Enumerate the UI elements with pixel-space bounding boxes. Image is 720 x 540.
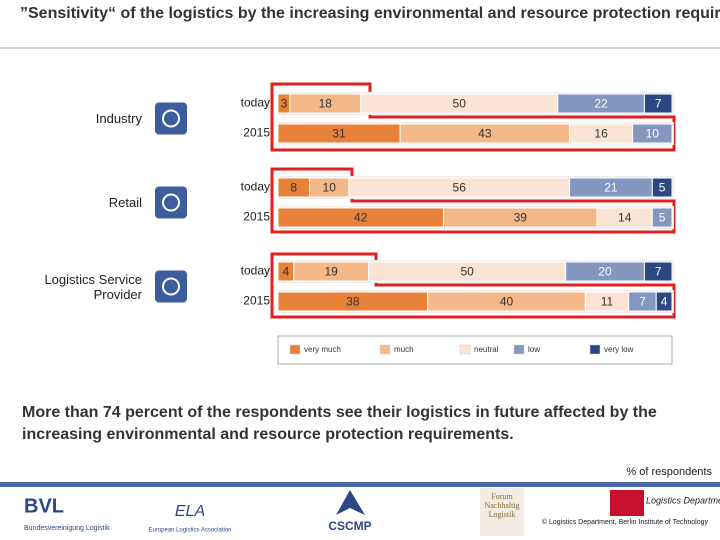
chart-title: ”Sensitivity“ of the logistics by the in… <box>20 5 720 22</box>
title-text: ”Sensitivity“ of the logistics by the in… <box>20 5 720 22</box>
value-label: 50 <box>453 97 467 111</box>
logo-cscmp-icon <box>336 490 365 515</box>
row-label: 2015 <box>243 294 270 308</box>
legend-swatch <box>289 344 301 355</box>
logo-cscmp: CSCMP <box>328 519 371 533</box>
row-label: today <box>241 96 270 110</box>
value-label: 22 <box>594 97 608 111</box>
value-label: 39 <box>514 211 528 225</box>
value-label: 3 <box>281 97 288 111</box>
legend-label: very low <box>604 345 634 354</box>
group-icon-mark <box>162 277 180 296</box>
value-label: 5 <box>659 211 666 225</box>
bar-segment <box>655 291 673 312</box>
legend-label: much <box>394 345 414 354</box>
value-label: 4 <box>283 265 290 279</box>
group-label-box: Retail <box>108 195 142 210</box>
value-label: 20 <box>598 265 612 279</box>
value-label: 18 <box>319 97 333 111</box>
logo-ela-sub: European Logistics Association <box>148 528 231 534</box>
highlight-lsp <box>270 252 676 319</box>
value-label: 10 <box>646 127 660 141</box>
value-label: 50 <box>460 265 474 279</box>
legend-label: low <box>528 345 540 354</box>
logo-dept: Logistics Department <box>646 495 720 505</box>
highlight-retail <box>270 167 676 234</box>
subtitle-box: More than 74 percent of the respondents … <box>22 404 657 443</box>
bar-segment <box>643 93 673 114</box>
group-label-box: Logistics Service Provider <box>44 271 142 302</box>
group-icon-mark <box>162 193 180 212</box>
logo-bvl: BVL <box>24 495 64 517</box>
bar-segment <box>651 177 673 198</box>
bar-segment <box>643 261 673 282</box>
legend-swatch <box>459 344 471 355</box>
group-label: Industry <box>95 111 142 126</box>
logo-ela: ELA <box>175 503 205 520</box>
logo-forum: Forum Nachhaltig Logistik <box>484 492 520 519</box>
copyright: © Logistics Department, Berlin Institute… <box>542 518 709 526</box>
note: % of respondents <box>626 466 712 478</box>
logo-forum-bg <box>480 488 524 536</box>
group-label: Retail <box>108 195 142 210</box>
bar-segment <box>651 207 673 228</box>
group-icon <box>155 270 187 303</box>
value-label: 4 <box>661 295 668 309</box>
group-icon <box>155 186 187 219</box>
row-label: today <box>241 264 270 278</box>
value-label: 31 <box>332 127 346 141</box>
value-label: 16 <box>594 127 608 141</box>
legend-swatch <box>589 344 601 355</box>
value-label: 14 <box>618 211 632 225</box>
logo-tu <box>610 490 644 516</box>
value-label: 38 <box>346 295 360 309</box>
value-label: 7 <box>655 265 662 279</box>
value-label: 19 <box>325 265 339 279</box>
bar-segment <box>632 123 673 144</box>
legend-swatch <box>513 344 525 355</box>
value-label: 43 <box>478 127 492 141</box>
row-label: 2015 <box>243 126 270 140</box>
logo-bvl-sub: Bundesvereinigung Logistik <box>24 525 110 532</box>
value-label: 8 <box>290 181 297 195</box>
value-label: 11 <box>601 295 614 309</box>
value-label: 5 <box>659 181 666 195</box>
highlight <box>270 82 676 319</box>
subtitle: More than 74 percent of the respondents … <box>22 404 657 443</box>
value-label: 42 <box>354 211 368 225</box>
legend-box <box>277 335 673 365</box>
highlight-industry <box>270 82 676 152</box>
value-label: 7 <box>639 295 646 309</box>
row-label: 2015 <box>243 210 270 224</box>
legend-label: neutral <box>474 345 499 354</box>
value-label: 10 <box>323 181 337 195</box>
value-label: 7 <box>655 97 662 111</box>
group-icon <box>155 102 187 135</box>
legend-swatch <box>379 344 391 355</box>
legend-label: very much <box>304 345 341 354</box>
value-label: 40 <box>500 295 514 309</box>
group-icon-mark <box>162 109 180 128</box>
logo-forum-box: Forum Nachhaltig Logistik <box>484 492 520 519</box>
value-label: 21 <box>604 181 618 195</box>
group-label: Logistics Service Provider <box>44 271 142 302</box>
value-label: 56 <box>453 181 467 195</box>
row-label: today <box>241 180 270 194</box>
footer-bar <box>0 482 720 487</box>
group-label-box: Industry <box>95 111 142 126</box>
